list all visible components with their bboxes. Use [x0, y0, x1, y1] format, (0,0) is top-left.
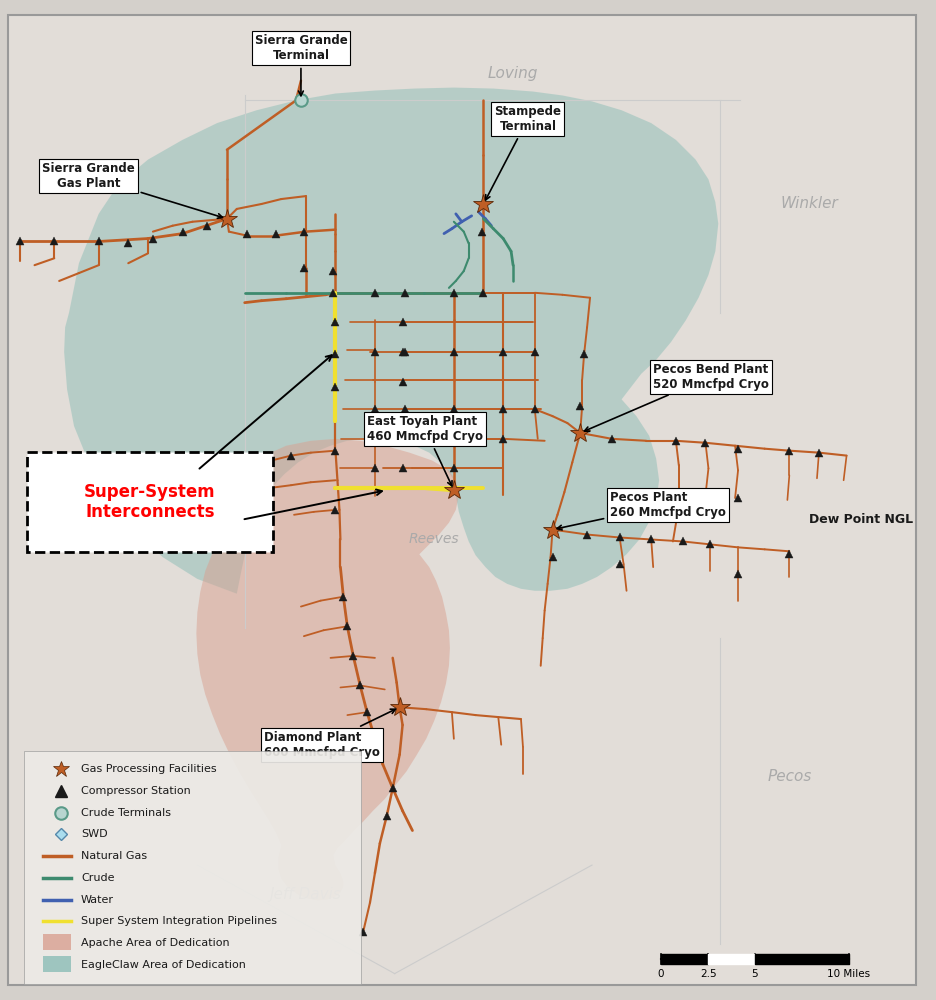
Text: SWD: SWD	[80, 829, 108, 839]
FancyBboxPatch shape	[43, 934, 71, 950]
Text: Culberson: Culberson	[60, 473, 137, 488]
Text: Sierra Grande
Terminal: Sierra Grande Terminal	[255, 34, 347, 96]
Text: Compressor Station: Compressor Station	[80, 786, 191, 796]
Text: Diamond Plant
600 Mmcfpd Cryo: Diamond Plant 600 Mmcfpd Cryo	[265, 709, 395, 759]
Text: Pecos: Pecos	[768, 769, 812, 784]
Polygon shape	[197, 439, 459, 901]
Text: Apache Area of Dedication: Apache Area of Dedication	[80, 938, 229, 948]
Text: 2.5: 2.5	[700, 969, 717, 979]
Text: Stampede
Terminal: Stampede Terminal	[486, 105, 562, 200]
Polygon shape	[65, 88, 718, 594]
Text: Water: Water	[80, 895, 114, 905]
Text: 0: 0	[658, 969, 665, 979]
Text: Crude Terminals: Crude Terminals	[80, 808, 171, 818]
Text: Super System Integration Pipelines: Super System Integration Pipelines	[80, 916, 277, 926]
Text: 5: 5	[752, 969, 758, 979]
Text: Crude: Crude	[80, 873, 114, 883]
Text: Pecos Plant
260 Mmcfpd Cryo: Pecos Plant 260 Mmcfpd Cryo	[557, 491, 725, 530]
Text: East Toyah Plant
460 Mmcfpd Cryo: East Toyah Plant 460 Mmcfpd Cryo	[367, 415, 483, 486]
FancyBboxPatch shape	[26, 452, 273, 552]
Text: Sierra Grande
Gas Plant: Sierra Grande Gas Plant	[42, 162, 223, 218]
Text: Natural Gas: Natural Gas	[80, 851, 147, 861]
FancyBboxPatch shape	[23, 751, 361, 984]
Text: Pecos Bend Plant
520 Mmcfpd Cryo: Pecos Bend Plant 520 Mmcfpd Cryo	[584, 363, 769, 431]
Text: Dew Point NGL: Dew Point NGL	[809, 513, 914, 526]
Text: 10 Miles: 10 Miles	[827, 969, 870, 979]
Text: Jeff Davis: Jeff Davis	[270, 887, 342, 902]
Text: Super-System
Interconnects: Super-System Interconnects	[84, 483, 216, 521]
Text: Reeves: Reeves	[409, 532, 460, 546]
Text: Winkler: Winkler	[781, 196, 838, 211]
Text: Loving: Loving	[488, 66, 538, 81]
Text: EagleClaw Area of Dedication: EagleClaw Area of Dedication	[80, 960, 246, 970]
Text: Gas Processing Facilities: Gas Processing Facilities	[80, 764, 216, 774]
FancyBboxPatch shape	[43, 956, 71, 972]
